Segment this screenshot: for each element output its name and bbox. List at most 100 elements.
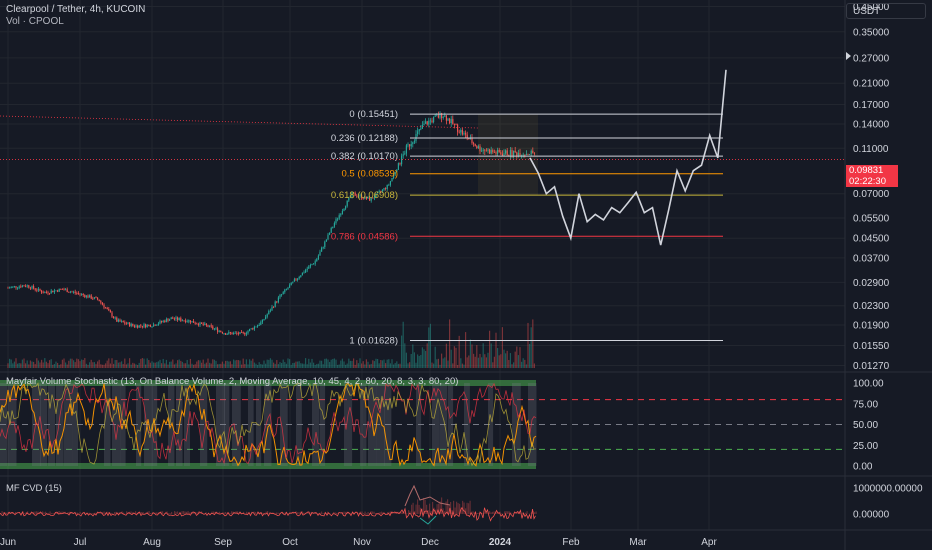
last-price: 0.09831 (849, 165, 884, 176)
cvd-bar (199, 513, 201, 514)
cvd-line (0, 506, 536, 522)
volume-bar (300, 363, 302, 368)
cvd-bar (327, 511, 329, 514)
fibonacci-retracement[interactable]: 0 (0.15451) 0.236 (0.12188) 0.382 (0.10170… (0, 109, 845, 347)
candle-body (258, 324, 260, 326)
volume-bar (250, 360, 252, 368)
candle-body (103, 304, 105, 308)
cvd-bar (481, 513, 483, 514)
candle-body (321, 247, 323, 252)
volume-bar (116, 360, 118, 368)
volume-legend[interactable]: Vol · CPOOL (6, 16, 64, 27)
volume-bar (404, 343, 406, 368)
candle-body (433, 116, 435, 123)
candle-body (28, 285, 30, 288)
cvd-bar (115, 511, 117, 514)
cvd-bar (297, 512, 299, 514)
cvd-bar (45, 511, 47, 514)
volume-bar (441, 353, 443, 368)
last-price-badge: 0.09831 02:22:30 (846, 165, 898, 187)
candle-body (82, 294, 84, 296)
candle-body (356, 195, 358, 197)
price-projection-path[interactable] (529, 69, 727, 246)
candle-body (426, 121, 428, 125)
volume-bar (433, 363, 435, 368)
candle-body (253, 326, 255, 330)
stochastic-shade (8, 383, 17, 466)
time-tick: Mar (629, 537, 647, 548)
scroll-right-icon[interactable] (846, 52, 851, 60)
volume-bar (463, 364, 465, 368)
candle-body (228, 332, 230, 334)
volume-bar (121, 361, 123, 368)
volume-bar (412, 344, 414, 368)
stochastic-shade (312, 383, 320, 466)
candle-body (157, 323, 159, 325)
volume-bar (137, 364, 139, 368)
cvd-bar (175, 511, 177, 514)
candle-body (489, 149, 491, 154)
candle-body (181, 320, 183, 322)
candle-body (122, 321, 124, 323)
stochastic-shade (136, 383, 142, 466)
cvd-bar (132, 512, 134, 514)
cvd-bar (444, 511, 446, 514)
candle-body (497, 149, 499, 154)
cvd-legend[interactable]: MF CVD (15) (6, 483, 62, 494)
candle-body (156, 324, 158, 326)
volume-bar (313, 362, 315, 368)
volume-bar (330, 359, 332, 368)
candle-body (524, 154, 526, 156)
stochastic-shade (32, 383, 41, 466)
time-axis[interactable]: Jun Jul Aug Sep Oct Nov Dec 2024 Feb Mar Apr (0, 537, 717, 548)
candle-body (36, 289, 38, 291)
currency-selector[interactable]: USDT (846, 3, 926, 19)
stochastic-shade (64, 383, 73, 466)
candle-body (44, 292, 46, 294)
candle-body (84, 295, 86, 298)
volume-bar (533, 363, 535, 368)
candle-body (514, 150, 516, 153)
cvd-bar (486, 511, 488, 514)
cvd-bar (493, 511, 495, 514)
cvd-bar (501, 513, 503, 514)
cvd-bar (456, 501, 458, 514)
cvd-bar (183, 511, 185, 514)
cvd-bar (103, 511, 105, 514)
candle-body (498, 149, 500, 153)
volume-bar (450, 349, 452, 368)
volume-bar (338, 364, 340, 368)
volume-bar (530, 327, 532, 368)
stochastic-legend[interactable]: Mayfair Volume Stochastic (13, On Balanc… (6, 376, 459, 387)
candle-body (517, 153, 519, 156)
cvd-bar (492, 511, 494, 514)
volume-bar (281, 362, 283, 368)
price-axis[interactable]: 100.00 75.00 50.00 25.00 0.00 1000000.00000 0.… (853, 2, 923, 521)
cvd-bar (472, 511, 474, 514)
volume-bar (508, 359, 510, 368)
cvd-bar (51, 513, 53, 514)
cvd-bar (93, 513, 95, 514)
candle-body (247, 331, 249, 334)
candle-body (68, 292, 70, 293)
symbol-title[interactable]: Clearpool / Tether, 4h, KUCOIN (6, 4, 146, 15)
volume-bar (252, 358, 254, 368)
volume-bar (269, 358, 271, 368)
volume-bar (260, 363, 262, 368)
volume-bar (529, 343, 531, 368)
price-tick: 0.21000 (853, 79, 890, 90)
candle-body (161, 320, 163, 322)
candle-body (449, 118, 451, 124)
cvd-bar (511, 513, 513, 514)
candle-body (26, 285, 28, 287)
candle-body (389, 181, 391, 185)
volume-bar (340, 360, 342, 368)
stochastic-shade (256, 383, 262, 466)
candle-body (282, 292, 284, 295)
volume-bar (319, 360, 321, 368)
candle-body (117, 319, 119, 322)
candle-body (327, 234, 329, 240)
candle-body (281, 294, 283, 296)
volume-bar (476, 345, 478, 368)
